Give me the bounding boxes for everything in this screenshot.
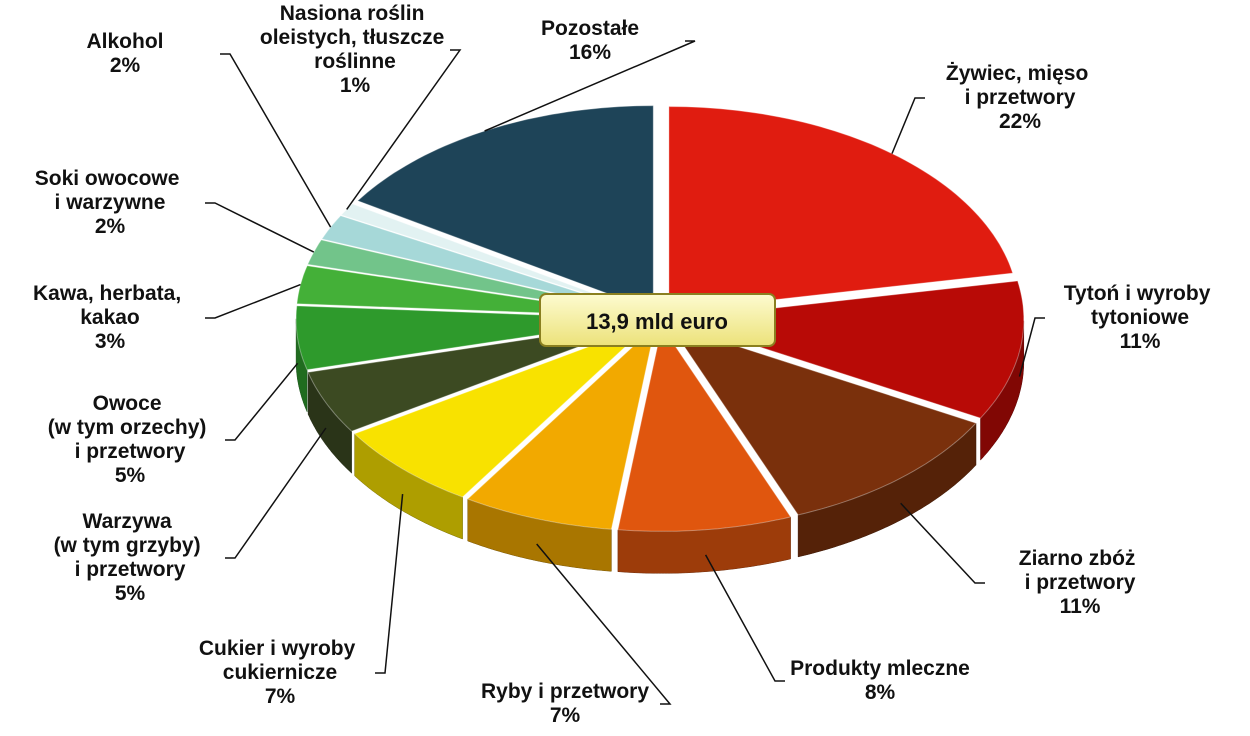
slice-value-label: 7% <box>265 685 296 708</box>
slice-label: Soki owocowe i warzywne <box>35 167 186 214</box>
slice-label: Żywiec, mięso i przetwory <box>946 62 1094 109</box>
slice-side <box>797 422 977 558</box>
slice-label: Owoce (w tym orzechy) i przetwory <box>48 392 213 463</box>
slice-value-label: 7% <box>550 704 581 727</box>
slice-value-label: 2% <box>95 215 126 238</box>
slice <box>353 323 651 498</box>
slice-value-label: 11% <box>1120 330 1161 353</box>
slice <box>307 320 648 432</box>
slice-value-label: 3% <box>95 330 126 353</box>
leader-line <box>205 202 315 253</box>
slice <box>617 325 792 532</box>
slice-label: Nasiona roślin oleistych, tłuszcze rośli… <box>260 2 450 73</box>
leader-line <box>704 554 785 682</box>
leader-line <box>205 283 301 319</box>
center-label: 13,9 mld euro <box>586 309 728 334</box>
slice <box>466 324 657 530</box>
slice-label: Warzywa (w tym grzyby) i przetwory <box>54 510 207 581</box>
slice-value-label: 8% <box>865 681 896 704</box>
slice-label: Alkohol <box>87 30 164 53</box>
pie-tops <box>295 105 1025 532</box>
slice-label: Pozostałe <box>541 17 639 40</box>
slice-label: Produkty mleczne <box>790 657 970 680</box>
slice <box>668 323 977 516</box>
slice-label: Tytoń i wyroby tytoniowe <box>1064 282 1216 329</box>
leader-line <box>220 53 332 228</box>
leader-line <box>1018 317 1045 377</box>
slice-label: Cukier i wyroby cukiernicze <box>199 637 361 684</box>
leader-line <box>536 543 672 705</box>
slice-label: Ziarno zbóż i przetwory <box>1019 547 1142 594</box>
leader-line <box>891 97 925 154</box>
slice-value-label: 22% <box>999 110 1041 133</box>
slice-value-label: 1% <box>340 74 371 97</box>
slice-value-label: 11% <box>1060 595 1101 618</box>
slice-value-label: 2% <box>110 54 141 77</box>
slice-side <box>980 320 1025 461</box>
center-box <box>539 293 776 347</box>
slice-value-label: 16% <box>569 41 611 64</box>
slice-value-label: 5% <box>115 464 146 487</box>
slice <box>668 105 1014 313</box>
leader-line <box>225 362 299 441</box>
slice-value-label: 5% <box>115 582 146 605</box>
leader-line <box>484 40 696 132</box>
leader-line <box>375 494 404 674</box>
slice-label: Kawa, herbata, kakao <box>33 282 187 329</box>
leader-line <box>900 502 985 584</box>
leader-line <box>346 49 462 210</box>
leader-line <box>225 427 327 559</box>
slice-label: Ryby i przetwory <box>481 680 649 703</box>
